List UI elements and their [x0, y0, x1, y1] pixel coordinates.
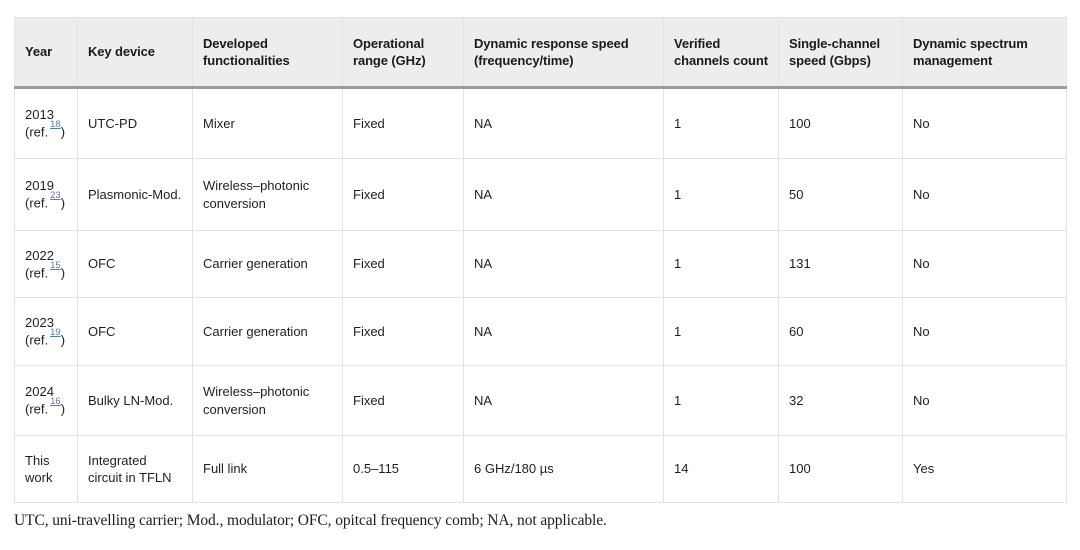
table-row: 2022 (ref. 15) OFC Carrier generation Fix… [14, 230, 1067, 298]
year-text: 2023 [25, 315, 54, 331]
ref-open: (ref. [25, 332, 49, 348]
cell-channel-speed: 60 [778, 297, 903, 366]
cell-response-speed: NA [463, 297, 664, 366]
cell-spectrum-management: No [902, 87, 1067, 159]
cell-functionalities: Wireless–photonic conversion [192, 158, 343, 231]
cell-year: 2024 (ref. 16) [14, 365, 78, 436]
column-header-channels-count: Verified channels count [663, 17, 779, 89]
cell-year: This work [14, 435, 78, 503]
comparison-table: Year Key device Developed functionalitie… [14, 17, 1067, 503]
ref-line: (ref. 15) [25, 260, 67, 281]
cell-response-speed: NA [463, 158, 664, 231]
table-row: 2013 (ref. 18) UTC-PD Mixer Fixed NA 1 10… [14, 87, 1067, 159]
ref-close: ) [60, 401, 66, 417]
ref-link[interactable]: 15 [50, 259, 61, 271]
cell-key-device: Plasmonic-Mod. [77, 158, 193, 231]
cell-year: 2013 (ref. 18) [14, 87, 78, 159]
ref-close: ) [60, 332, 66, 348]
ref-close: ) [60, 265, 66, 281]
cell-channels-count: 1 [663, 87, 779, 159]
cell-functionalities: Full link [192, 435, 343, 503]
cell-spectrum-management: No [902, 297, 1067, 366]
table-row: 2024 (ref. 16) Bulky LN-Mod. Wireless–pho… [14, 365, 1067, 436]
cell-channels-count: 1 [663, 297, 779, 366]
cell-year: 2019 (ref. 23) [14, 158, 78, 231]
column-header-year: Year [14, 17, 78, 89]
cell-channels-count: 1 [663, 158, 779, 231]
ref-line: (ref. 23) [25, 190, 67, 211]
ref-close: ) [60, 124, 66, 140]
cell-functionalities: Wireless–photonic conversion [192, 365, 343, 436]
comparison-table-container: Year Key device Developed functionalitie… [14, 17, 1067, 503]
cell-spectrum-management: No [902, 365, 1067, 436]
ref-open: (ref. [25, 265, 49, 281]
cell-channel-speed: 131 [778, 230, 903, 298]
cell-key-device: OFC [77, 297, 193, 366]
cell-year: 2022 (ref. 15) [14, 230, 78, 298]
ref-line: (ref. 19) [25, 327, 67, 348]
cell-channels-count: 14 [663, 435, 779, 503]
cell-response-speed: NA [463, 365, 664, 436]
cell-channel-speed: 100 [778, 87, 903, 159]
table-footnote: UTC, uni-travelling carrier; Mod., modul… [14, 512, 607, 529]
ref-link[interactable]: 19 [50, 327, 61, 339]
column-header-channel-speed: Single-channel speed (Gbps) [778, 17, 903, 89]
ref-line: (ref. 18) [25, 119, 67, 140]
cell-channels-count: 1 [663, 230, 779, 298]
year-text: 2022 [25, 247, 54, 263]
cell-spectrum-management: Yes [902, 435, 1067, 503]
cell-functionalities: Carrier generation [192, 230, 343, 298]
cell-channel-speed: 50 [778, 158, 903, 231]
cell-operational-range: Fixed [342, 158, 464, 231]
table-row: 2019 (ref. 23) Plasmonic-Mod. Wireless–ph… [14, 158, 1067, 231]
cell-response-speed: NA [463, 87, 664, 159]
ref-link[interactable]: 23 [50, 190, 61, 202]
cell-spectrum-management: No [902, 230, 1067, 298]
cell-key-device: UTC-PD [77, 87, 193, 159]
cell-operational-range: Fixed [342, 230, 464, 298]
cell-channel-speed: 32 [778, 365, 903, 436]
table-row: 2023 (ref. 19) OFC Carrier generation Fix… [14, 297, 1067, 366]
column-header-functionalities: Developed functionalities [192, 17, 343, 89]
table-row: This work Integrated circuit in TFLN Ful… [14, 435, 1067, 503]
column-header-response-speed: Dynamic response speed (frequency/time) [463, 17, 664, 89]
ref-open: (ref. [25, 401, 49, 417]
cell-key-device: Integrated circuit in TFLN [77, 435, 193, 503]
cell-operational-range: Fixed [342, 297, 464, 366]
ref-open: (ref. [25, 195, 49, 211]
column-header-operational-range: Operational range (GHz) [342, 17, 464, 89]
cell-functionalities: Carrier generation [192, 297, 343, 366]
ref-close: ) [60, 195, 66, 211]
year-text: 2013 [25, 107, 54, 123]
cell-channel-speed: 100 [778, 435, 903, 503]
cell-spectrum-management: No [902, 158, 1067, 231]
column-header-spectrum-management: Dynamic spectrum management [902, 17, 1067, 89]
cell-year: 2023 (ref. 19) [14, 297, 78, 366]
cell-response-speed: NA [463, 230, 664, 298]
ref-link[interactable]: 16 [50, 396, 61, 408]
column-header-key-device: Key device [77, 17, 193, 89]
ref-link[interactable]: 18 [50, 119, 61, 131]
cell-key-device: OFC [77, 230, 193, 298]
ref-line: (ref. 16) [25, 396, 67, 417]
cell-key-device: Bulky LN-Mod. [77, 365, 193, 436]
cell-response-speed: 6 GHz/180 µs [463, 435, 664, 503]
cell-operational-range: Fixed [342, 365, 464, 436]
header-row: Year Key device Developed functionalitie… [14, 17, 1067, 89]
cell-operational-range: 0.5–115 [342, 435, 464, 503]
cell-operational-range: Fixed [342, 87, 464, 159]
year-text: 2019 [25, 178, 54, 194]
cell-functionalities: Mixer [192, 87, 343, 159]
cell-channels-count: 1 [663, 365, 779, 436]
year-text: 2024 [25, 384, 54, 400]
ref-open: (ref. [25, 124, 49, 140]
